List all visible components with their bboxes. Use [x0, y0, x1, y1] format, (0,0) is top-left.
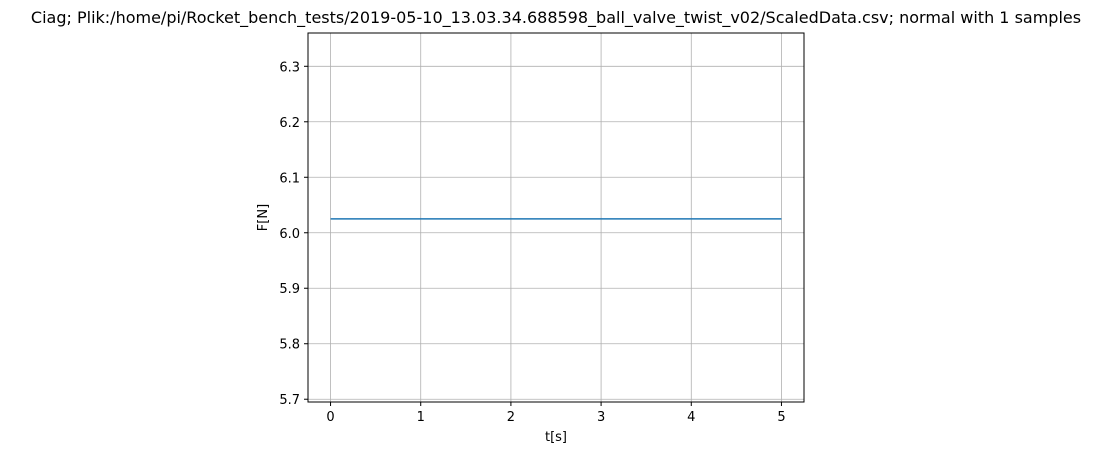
x-tick-label: 4 [687, 410, 695, 425]
chart-title: Ciag; Plik:/home/pi/Rocket_bench_tests/2… [31, 8, 1081, 28]
y-tick-label: 6.2 [279, 116, 300, 131]
y-tick-label: 6.1 [279, 171, 300, 186]
x-tick-label: 1 [417, 410, 425, 425]
y-axis-label: F[N] [256, 204, 271, 231]
y-tick-label: 5.8 [279, 338, 300, 353]
grid [308, 33, 804, 402]
y-tick-label: 5.9 [279, 282, 300, 297]
y-tick-label: 6.0 [279, 227, 300, 242]
x-axis: 0 1 2 3 4 5 [326, 402, 786, 425]
plot-frame [307, 32, 805, 403]
x-axis-label: t[s] [545, 430, 567, 445]
x-tick-label: 3 [597, 410, 605, 425]
x-tick-label: 5 [777, 410, 785, 425]
x-tick-label: 2 [507, 410, 515, 425]
y-tick-label: 5.7 [279, 393, 300, 408]
x-tick-label: 0 [326, 410, 334, 425]
y-axis: 5.7 5.8 5.9 6.0 6.1 6.2 6.3 [279, 60, 308, 408]
y-tick-label: 6.3 [279, 60, 300, 75]
